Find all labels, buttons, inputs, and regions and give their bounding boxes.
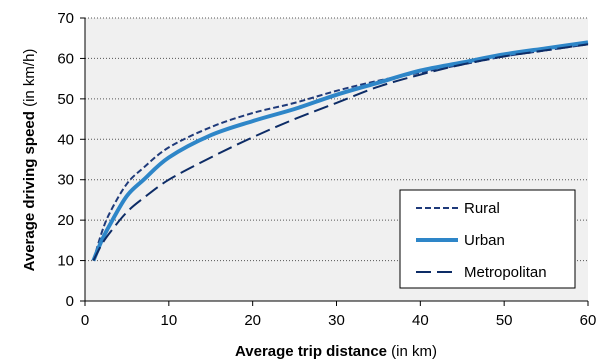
series-line-urban bbox=[91, 40, 589, 262]
legend-label-metropolitan: Metropolitan bbox=[464, 264, 547, 281]
legend: Rural Urban Metropolitan bbox=[399, 189, 576, 289]
x-tick-label: 30 bbox=[328, 312, 345, 329]
y-tick-label: 40 bbox=[57, 131, 74, 148]
x-tick-label: 50 bbox=[496, 312, 513, 329]
y-tick-label: 0 bbox=[66, 293, 74, 310]
y-tick-label: 30 bbox=[57, 172, 74, 189]
legend-label-urban: Urban bbox=[464, 232, 505, 249]
x-tick-label: 20 bbox=[244, 312, 261, 329]
x-tick-label: 40 bbox=[412, 312, 429, 329]
series-lines bbox=[91, 40, 589, 262]
x-tick-labels: 0 10 20 30 40 50 60 bbox=[81, 301, 597, 329]
series-line-rural bbox=[92, 43, 589, 261]
y-tick-labels: 0 10 20 30 40 50 60 70 bbox=[57, 10, 85, 310]
x-axis-title: Average trip distance (in km) bbox=[235, 343, 437, 360]
y-tick-label: 60 bbox=[57, 50, 74, 67]
series-line-metropolitan bbox=[92, 43, 589, 262]
x-tick-label: 10 bbox=[160, 312, 177, 329]
x-tick-label: 0 bbox=[81, 312, 89, 329]
y-tick-label: 20 bbox=[57, 212, 74, 229]
y-tick-label: 70 bbox=[57, 10, 74, 27]
legend-label-rural: Rural bbox=[464, 200, 500, 217]
y-tick-label: 10 bbox=[57, 253, 74, 270]
y-tick-label: 50 bbox=[57, 91, 74, 108]
x-tick-label: 60 bbox=[580, 312, 597, 329]
y-axis-title: Average driving speed (in km/h) bbox=[21, 49, 38, 272]
legend-items: Rural Urban Metropolitan bbox=[416, 200, 547, 281]
